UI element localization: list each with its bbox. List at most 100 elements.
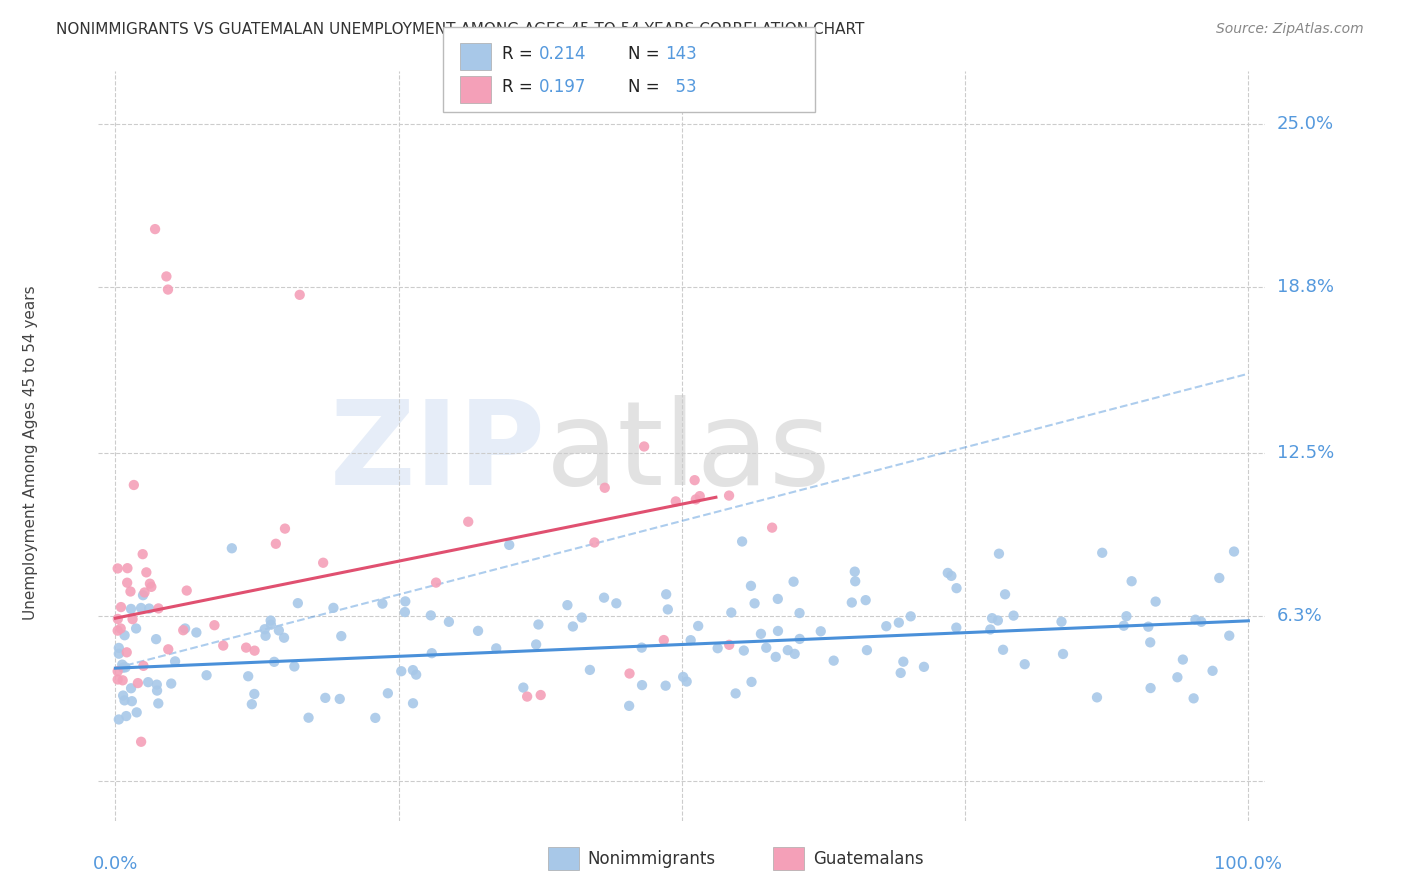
Point — [593, 481, 616, 495]
Point — [583, 535, 606, 549]
Point — [204, 618, 226, 632]
Point — [1014, 657, 1036, 672]
Point — [108, 647, 131, 661]
Point — [260, 617, 283, 632]
Point — [512, 681, 534, 695]
Point — [132, 588, 155, 602]
Point — [129, 735, 152, 749]
Point — [941, 569, 963, 583]
Point — [912, 660, 935, 674]
Point — [121, 694, 143, 708]
Point — [107, 561, 129, 575]
Point — [120, 584, 142, 599]
Point — [485, 641, 508, 656]
Point — [117, 561, 139, 575]
Point — [593, 591, 616, 605]
Text: N =: N = — [628, 45, 665, 62]
Point — [890, 665, 912, 680]
Point — [630, 640, 652, 655]
Text: 53: 53 — [665, 78, 696, 96]
Point — [945, 581, 967, 595]
Point — [115, 645, 138, 659]
Point — [155, 269, 177, 284]
Point — [312, 556, 335, 570]
Point — [114, 628, 136, 642]
Point — [689, 489, 711, 503]
Text: ZIP: ZIP — [330, 395, 546, 510]
Point — [1121, 574, 1143, 589]
Point — [110, 622, 132, 636]
Point — [718, 489, 741, 503]
Point — [688, 619, 710, 633]
Point — [776, 643, 799, 657]
Point — [875, 619, 897, 633]
Point — [1189, 615, 1212, 629]
Point — [145, 632, 167, 647]
Point — [672, 670, 695, 684]
Point — [1144, 594, 1167, 608]
Point — [633, 440, 655, 454]
Point — [127, 676, 149, 690]
Point — [120, 681, 142, 696]
Point — [267, 624, 290, 638]
Point — [654, 679, 676, 693]
Point — [679, 633, 702, 648]
Point — [212, 639, 235, 653]
Point — [1085, 690, 1108, 705]
Point — [394, 605, 416, 619]
Point — [498, 538, 520, 552]
Point — [107, 665, 129, 679]
Point — [114, 693, 136, 707]
Point — [1050, 615, 1073, 629]
Point — [605, 596, 627, 610]
Text: 25.0%: 25.0% — [1277, 115, 1334, 133]
Point — [107, 612, 129, 626]
Point — [287, 596, 309, 610]
Point — [655, 587, 678, 601]
Point — [789, 606, 811, 620]
Point — [157, 642, 180, 657]
Point — [1218, 629, 1240, 643]
Point — [740, 579, 762, 593]
Point — [991, 642, 1014, 657]
Text: R =: R = — [502, 45, 538, 62]
Point — [887, 615, 910, 630]
Point — [243, 643, 266, 657]
Point — [1201, 664, 1223, 678]
Point — [945, 621, 967, 635]
Point — [987, 547, 1010, 561]
Point — [125, 706, 148, 720]
Text: R =: R = — [502, 78, 538, 96]
Point — [371, 597, 394, 611]
Point — [994, 587, 1017, 601]
Point — [437, 615, 460, 629]
Point — [1184, 613, 1206, 627]
Point — [314, 690, 336, 705]
Point — [160, 676, 183, 690]
Point — [263, 655, 285, 669]
Point — [111, 673, 134, 688]
Point — [1091, 546, 1114, 560]
Point — [755, 640, 778, 655]
Text: 6.3%: 6.3% — [1277, 607, 1323, 624]
Point — [330, 629, 353, 643]
Point — [112, 661, 135, 675]
Point — [685, 492, 707, 507]
Point — [844, 565, 866, 579]
Point — [1002, 608, 1025, 623]
Point — [115, 575, 138, 590]
Point — [240, 697, 263, 711]
Point — [530, 688, 553, 702]
Point — [141, 580, 163, 594]
Point — [761, 521, 783, 535]
Point — [329, 692, 352, 706]
Point — [254, 629, 277, 643]
Point — [107, 673, 129, 687]
Point — [718, 638, 741, 652]
Point — [419, 608, 441, 623]
Point — [377, 686, 399, 700]
Text: NONIMMIGRANTS VS GUATEMALAN UNEMPLOYMENT AMONG AGES 45 TO 54 YEARS CORRELATION C: NONIMMIGRANTS VS GUATEMALAN UNEMPLOYMENT… — [56, 22, 865, 37]
Text: 0.197: 0.197 — [538, 78, 586, 96]
Point — [132, 658, 155, 673]
Point — [273, 631, 295, 645]
